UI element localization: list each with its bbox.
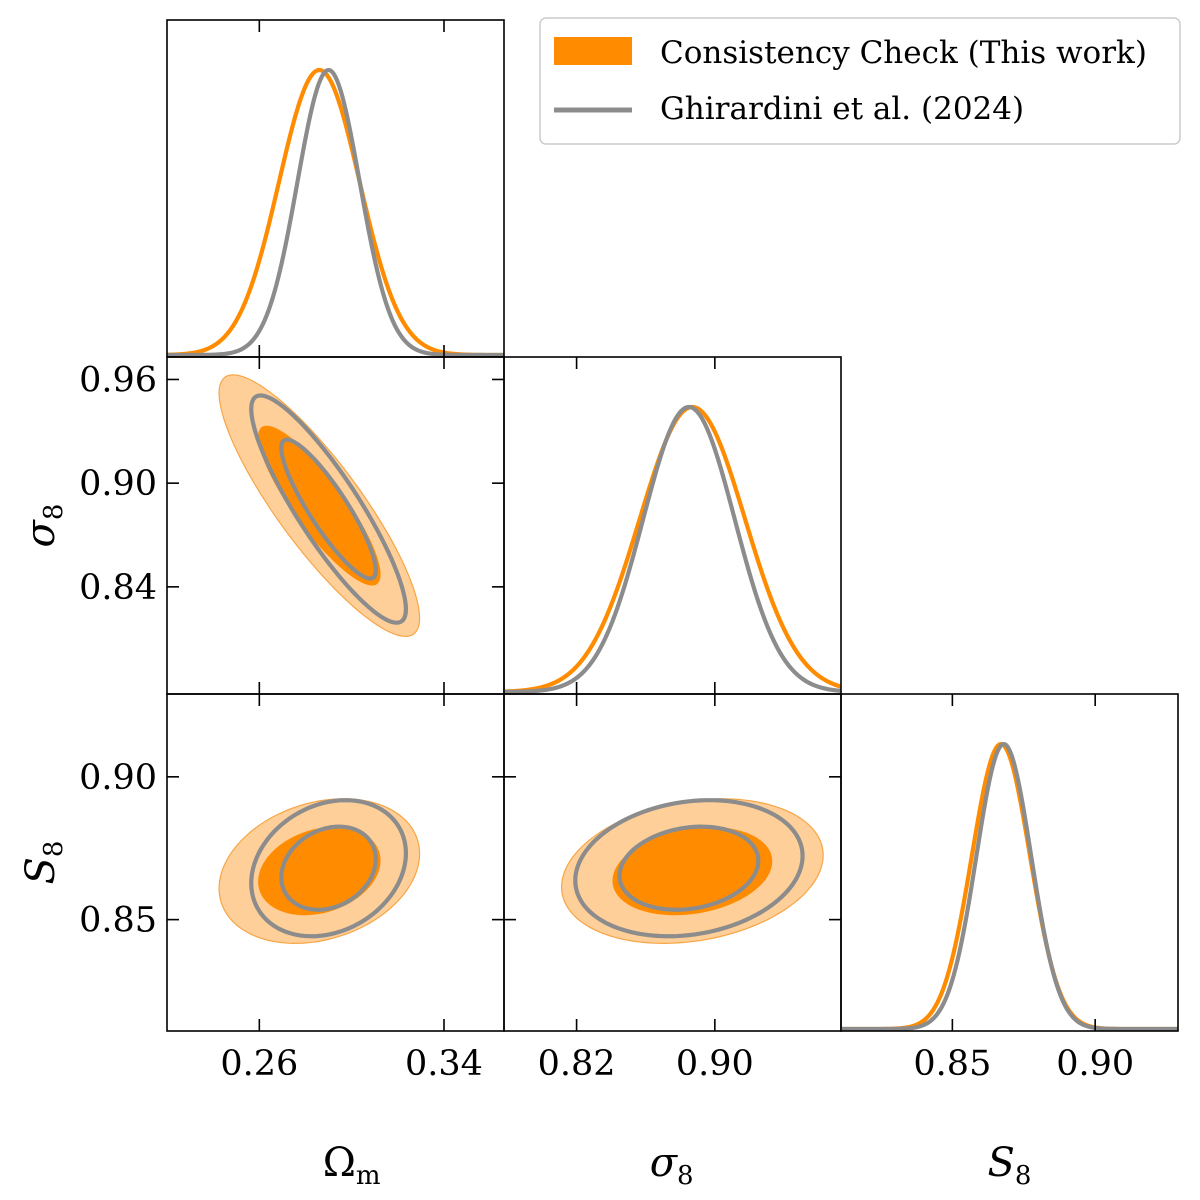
- contour-68-consistency-check: [258, 425, 381, 586]
- panel-s8-s8: [503, 356, 842, 695]
- x-tick-label-S8: 0.85: [913, 1044, 991, 1084]
- panel-S8-S8-frame: [840, 693, 1179, 1032]
- legend-box: [539, 17, 1181, 145]
- x-tick-label-om: 0.26: [220, 1044, 298, 1084]
- contour-68-ghirardini: [279, 824, 378, 912]
- y-axis-label-S8: S8: [18, 841, 69, 885]
- panel-om-om-content: [167, 67, 504, 357]
- x-tick-label-s8: 0.90: [676, 1044, 754, 1084]
- panel-om-S8: [166, 693, 505, 1032]
- x-axis-label-omega-m: Ωm: [323, 1140, 381, 1191]
- panel-om-s8-content: [218, 374, 421, 638]
- marginal-S8-ghirardini: [841, 741, 1178, 1031]
- panel-S8-S8-content: [841, 741, 1178, 1031]
- panel-s8-S8: [503, 693, 842, 1032]
- legend: Consistency Check (This work) Ghirardini…: [539, 17, 1181, 145]
- contour-68-ghirardini: [279, 437, 378, 581]
- panel-s8-S8-content: [560, 798, 824, 944]
- y-tick-label-S8: 0.90: [79, 758, 157, 798]
- contour-95-ghirardini: [573, 798, 805, 939]
- y-tick-label-s8: 0.96: [79, 360, 157, 400]
- panel-om-om: [166, 19, 505, 358]
- marginal-om-ghirardini: [167, 67, 504, 357]
- marginal-S8-consistency-check: [841, 741, 1178, 1031]
- contour-95-ghirardini: [249, 798, 409, 939]
- y-tick-label-s8: 0.90: [79, 464, 157, 504]
- y-axis-label-sigma-8: σ8: [18, 504, 69, 548]
- x-tick-label-s8: 0.82: [538, 1044, 616, 1084]
- marginal-s8-consistency-check: [504, 404, 841, 694]
- x-axis-label-sigma-8: σ8: [650, 1140, 694, 1191]
- panels: 0.26 0.34 0.82 0.90 0.85 0.90 0.84 0.90 0.96 0.85…: [18, 19, 1179, 1191]
- contour-95-ghirardini: [249, 393, 409, 625]
- panel-S8-S8: [840, 693, 1179, 1032]
- legend-patch-consistency-check: [554, 37, 632, 65]
- panel-om-s8: [166, 356, 505, 695]
- panel-om-S8-content: [218, 798, 421, 944]
- x-tick-label-S8: 0.90: [1056, 1044, 1134, 1084]
- legend-label-ghirardini: Ghirardini et al. (2024): [660, 91, 1024, 127]
- panel-s8-s8-content: [504, 404, 841, 694]
- y-tick-label-s8: 0.84: [79, 568, 157, 608]
- contour-68-consistency-check: [258, 826, 381, 916]
- contour-68-ghirardini: [617, 824, 761, 912]
- y-tick-label-S8: 0.85: [79, 901, 157, 941]
- x-axis-label-S8: S8: [988, 1140, 1032, 1191]
- panel-om-om-frame: [166, 19, 505, 358]
- marginal-s8-ghirardini: [504, 404, 841, 694]
- marginal-om-consistency-check: [167, 67, 504, 357]
- legend-label-consistency-check: Consistency Check (This work): [660, 35, 1147, 71]
- x-tick-label-om: 0.34: [405, 1044, 483, 1084]
